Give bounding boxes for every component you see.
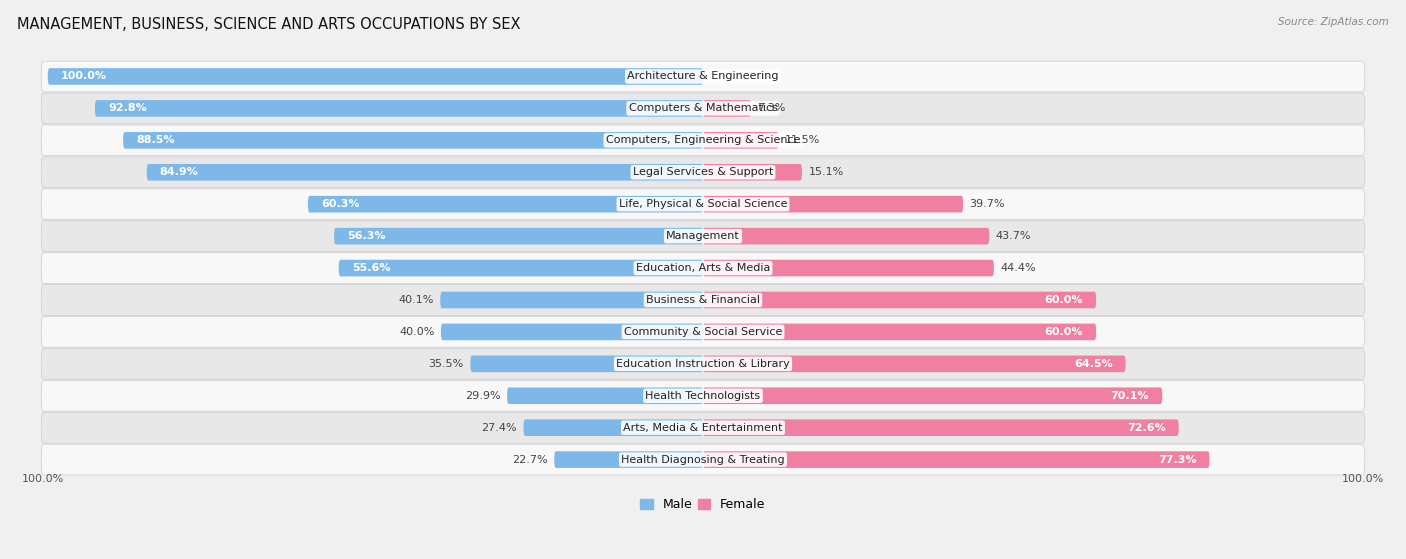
Text: Education Instruction & Library: Education Instruction & Library	[616, 359, 790, 369]
FancyBboxPatch shape	[41, 413, 1365, 443]
Text: 100.0%: 100.0%	[1343, 475, 1385, 485]
FancyBboxPatch shape	[703, 132, 779, 149]
Text: 100.0%: 100.0%	[21, 475, 63, 485]
FancyBboxPatch shape	[703, 260, 994, 276]
Text: 39.7%: 39.7%	[970, 199, 1005, 209]
FancyBboxPatch shape	[703, 451, 1209, 468]
Text: 72.6%: 72.6%	[1126, 423, 1166, 433]
FancyBboxPatch shape	[41, 253, 1365, 283]
Text: 22.7%: 22.7%	[512, 454, 548, 465]
Text: Legal Services & Support: Legal Services & Support	[633, 167, 773, 177]
Text: 35.5%: 35.5%	[429, 359, 464, 369]
Text: 100.0%: 100.0%	[60, 72, 107, 82]
Text: 40.1%: 40.1%	[398, 295, 433, 305]
FancyBboxPatch shape	[124, 132, 703, 149]
FancyBboxPatch shape	[703, 164, 801, 181]
Text: Source: ZipAtlas.com: Source: ZipAtlas.com	[1278, 17, 1389, 27]
Text: 60.3%: 60.3%	[321, 199, 360, 209]
Text: Business & Financial: Business & Financial	[645, 295, 761, 305]
FancyBboxPatch shape	[703, 356, 1126, 372]
Text: MANAGEMENT, BUSINESS, SCIENCE AND ARTS OCCUPATIONS BY SEX: MANAGEMENT, BUSINESS, SCIENCE AND ARTS O…	[17, 17, 520, 32]
Text: 70.1%: 70.1%	[1111, 391, 1149, 401]
FancyBboxPatch shape	[41, 444, 1365, 475]
FancyBboxPatch shape	[96, 100, 703, 117]
Text: 27.4%: 27.4%	[481, 423, 517, 433]
Text: Computers, Engineering & Science: Computers, Engineering & Science	[606, 135, 800, 145]
FancyBboxPatch shape	[48, 68, 703, 85]
FancyBboxPatch shape	[41, 93, 1365, 124]
FancyBboxPatch shape	[41, 316, 1365, 347]
Text: Management: Management	[666, 231, 740, 241]
FancyBboxPatch shape	[703, 419, 1178, 436]
FancyBboxPatch shape	[441, 324, 703, 340]
Text: 7.3%: 7.3%	[758, 103, 786, 113]
Text: 64.5%: 64.5%	[1074, 359, 1112, 369]
FancyBboxPatch shape	[703, 228, 990, 244]
FancyBboxPatch shape	[41, 189, 1365, 220]
Text: Education, Arts & Media: Education, Arts & Media	[636, 263, 770, 273]
Text: 88.5%: 88.5%	[136, 135, 174, 145]
Text: Life, Physical & Social Science: Life, Physical & Social Science	[619, 199, 787, 209]
FancyBboxPatch shape	[41, 348, 1365, 379]
Text: 11.5%: 11.5%	[785, 135, 820, 145]
Text: Computers & Mathematics: Computers & Mathematics	[628, 103, 778, 113]
FancyBboxPatch shape	[523, 419, 703, 436]
FancyBboxPatch shape	[41, 61, 1365, 92]
FancyBboxPatch shape	[440, 292, 703, 308]
Text: 43.7%: 43.7%	[995, 231, 1032, 241]
Text: 40.0%: 40.0%	[399, 327, 434, 337]
FancyBboxPatch shape	[703, 100, 751, 117]
FancyBboxPatch shape	[146, 164, 703, 181]
FancyBboxPatch shape	[308, 196, 703, 212]
Text: 60.0%: 60.0%	[1045, 295, 1083, 305]
FancyBboxPatch shape	[508, 387, 703, 404]
FancyBboxPatch shape	[41, 221, 1365, 252]
Text: Community & Social Service: Community & Social Service	[624, 327, 782, 337]
FancyBboxPatch shape	[41, 285, 1365, 315]
Text: 77.3%: 77.3%	[1159, 454, 1197, 465]
Text: 84.9%: 84.9%	[160, 167, 198, 177]
Text: 60.0%: 60.0%	[1045, 327, 1083, 337]
FancyBboxPatch shape	[703, 292, 1097, 308]
FancyBboxPatch shape	[335, 228, 703, 244]
FancyBboxPatch shape	[41, 381, 1365, 411]
Text: Health Diagnosing & Treating: Health Diagnosing & Treating	[621, 454, 785, 465]
FancyBboxPatch shape	[339, 260, 703, 276]
FancyBboxPatch shape	[703, 196, 963, 212]
Text: 44.4%: 44.4%	[1001, 263, 1036, 273]
FancyBboxPatch shape	[471, 356, 703, 372]
Text: Architecture & Engineering: Architecture & Engineering	[627, 72, 779, 82]
FancyBboxPatch shape	[703, 387, 1163, 404]
FancyBboxPatch shape	[554, 451, 703, 468]
Text: Health Technologists: Health Technologists	[645, 391, 761, 401]
FancyBboxPatch shape	[703, 324, 1097, 340]
FancyBboxPatch shape	[41, 125, 1365, 155]
Text: 92.8%: 92.8%	[108, 103, 146, 113]
Text: 15.1%: 15.1%	[808, 167, 844, 177]
FancyBboxPatch shape	[41, 157, 1365, 188]
Text: 29.9%: 29.9%	[465, 391, 501, 401]
Legend: Male, Female: Male, Female	[636, 493, 770, 516]
Text: Arts, Media & Entertainment: Arts, Media & Entertainment	[623, 423, 783, 433]
Text: 56.3%: 56.3%	[347, 231, 385, 241]
Text: 55.6%: 55.6%	[352, 263, 391, 273]
